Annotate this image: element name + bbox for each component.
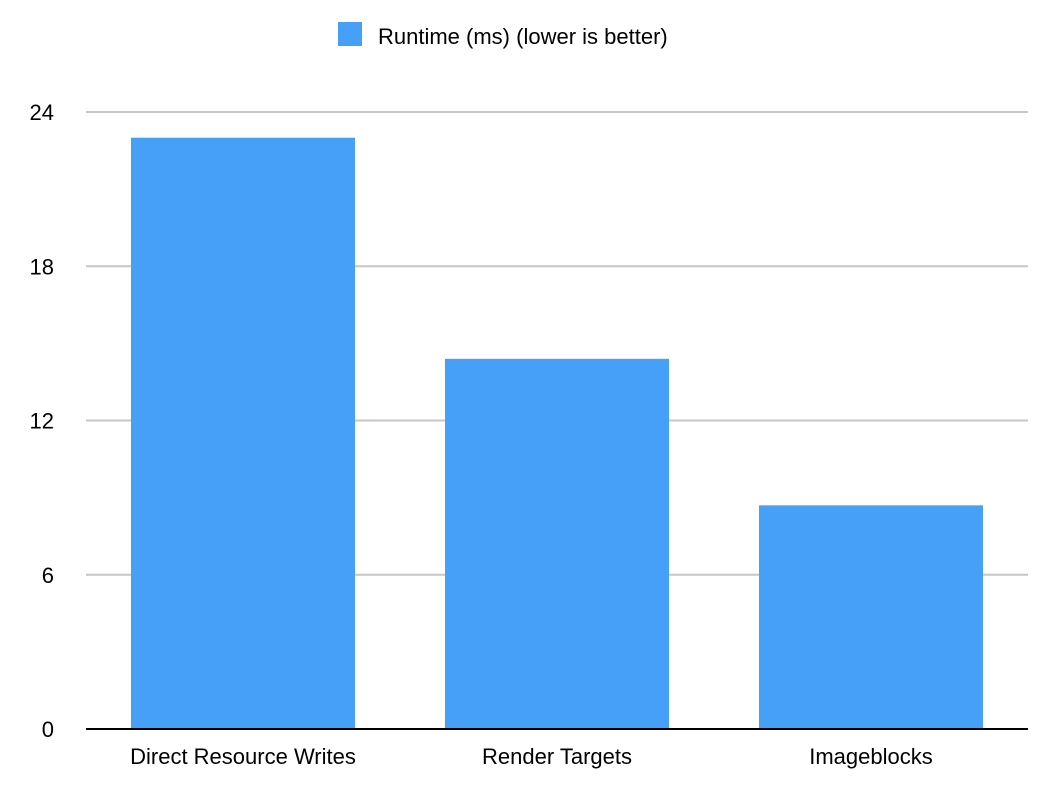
x-category-label: Render Targets bbox=[482, 744, 632, 769]
legend: Runtime (ms) (lower is better) bbox=[338, 22, 668, 49]
axis-layer: 0 6 12 18 24 Direct Resource Writes Render Tar… bbox=[30, 100, 1028, 769]
y-tick-label: 18 bbox=[30, 254, 54, 279]
x-category-label: Imageblocks bbox=[809, 744, 933, 769]
bar-layer bbox=[131, 137, 983, 730]
legend-swatch bbox=[338, 22, 362, 46]
legend-label: Runtime (ms) (lower is better) bbox=[378, 24, 668, 49]
bar bbox=[759, 505, 983, 729]
y-tick-label: 12 bbox=[30, 409, 54, 434]
x-category-label: Direct Resource Writes bbox=[130, 744, 356, 769]
y-tick-label: 6 bbox=[42, 563, 54, 588]
bar bbox=[445, 358, 669, 729]
y-tick-label: 24 bbox=[30, 100, 54, 125]
bar bbox=[131, 137, 355, 730]
y-tick-label: 0 bbox=[42, 717, 54, 742]
